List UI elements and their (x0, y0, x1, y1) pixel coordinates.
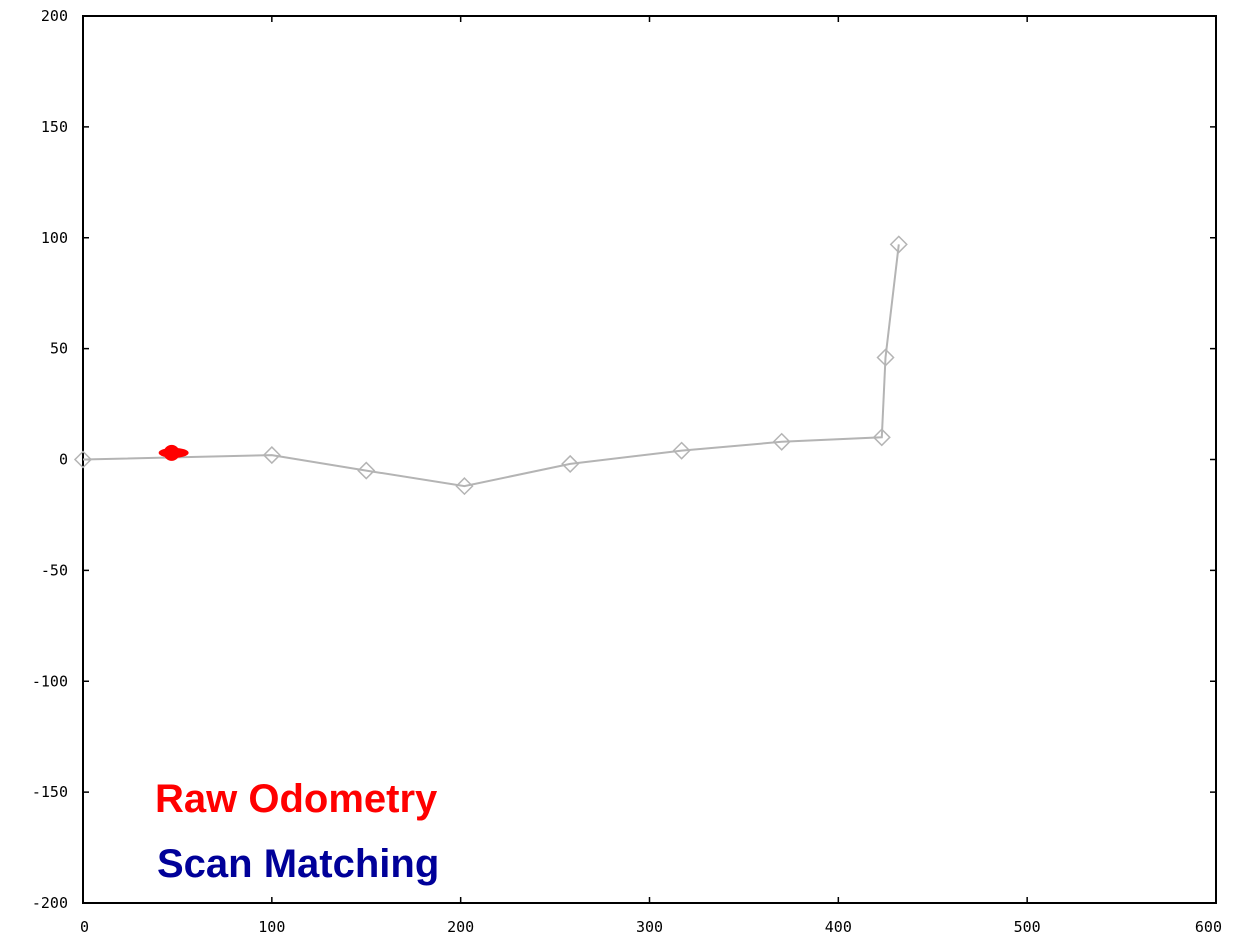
trajectory-point (872, 428, 891, 447)
y-tick-label: -200 (32, 894, 68, 912)
trajectory-point (561, 454, 580, 473)
trajectory-point (357, 461, 376, 480)
trajectory-point (876, 348, 895, 367)
x-tick-label: 100 (258, 918, 285, 936)
x-tick-label: 600 (1195, 918, 1222, 936)
y-tick-label: 50 (50, 340, 68, 358)
y-tick-label: 150 (41, 118, 68, 136)
x-tick-label: 400 (825, 918, 852, 936)
x-tick-label: 300 (636, 918, 663, 936)
y-tick-label: 100 (41, 229, 68, 247)
axis-ticks (82, 15, 1217, 904)
x-tick-label: 0 (80, 918, 89, 936)
trajectory-point (889, 235, 908, 254)
y-tick-label: -50 (41, 561, 68, 579)
trajectory-point (73, 450, 93, 469)
legend: Raw Odometry Scan Matching (155, 777, 439, 886)
trajectory-point (455, 477, 474, 496)
y-tick-label: -100 (32, 672, 68, 690)
plot-frame (82, 15, 1217, 904)
x-tick-labels: 0 100 200 300 400 500 600 (80, 918, 1222, 936)
raw-odometry-cluster (163, 444, 180, 461)
trajectory-point (772, 432, 791, 451)
x-tick-label: 500 (1014, 918, 1041, 936)
data-series (73, 235, 908, 496)
y-tick-label: -150 (32, 783, 68, 801)
x-tick-label: 200 (447, 918, 474, 936)
y-tick-label: 200 (41, 7, 68, 25)
y-tick-label: 0 (59, 451, 68, 469)
trajectory-point (672, 441, 691, 460)
y-tick-labels: 200 150 100 50 0 -50 -100 -150 -200 (32, 7, 68, 912)
trajectory-point (262, 446, 281, 465)
legend-scan-matching: Scan Matching (157, 842, 439, 886)
scan-matching-trajectory-line (82, 244, 900, 488)
legend-raw-odometry: Raw Odometry (155, 777, 438, 821)
